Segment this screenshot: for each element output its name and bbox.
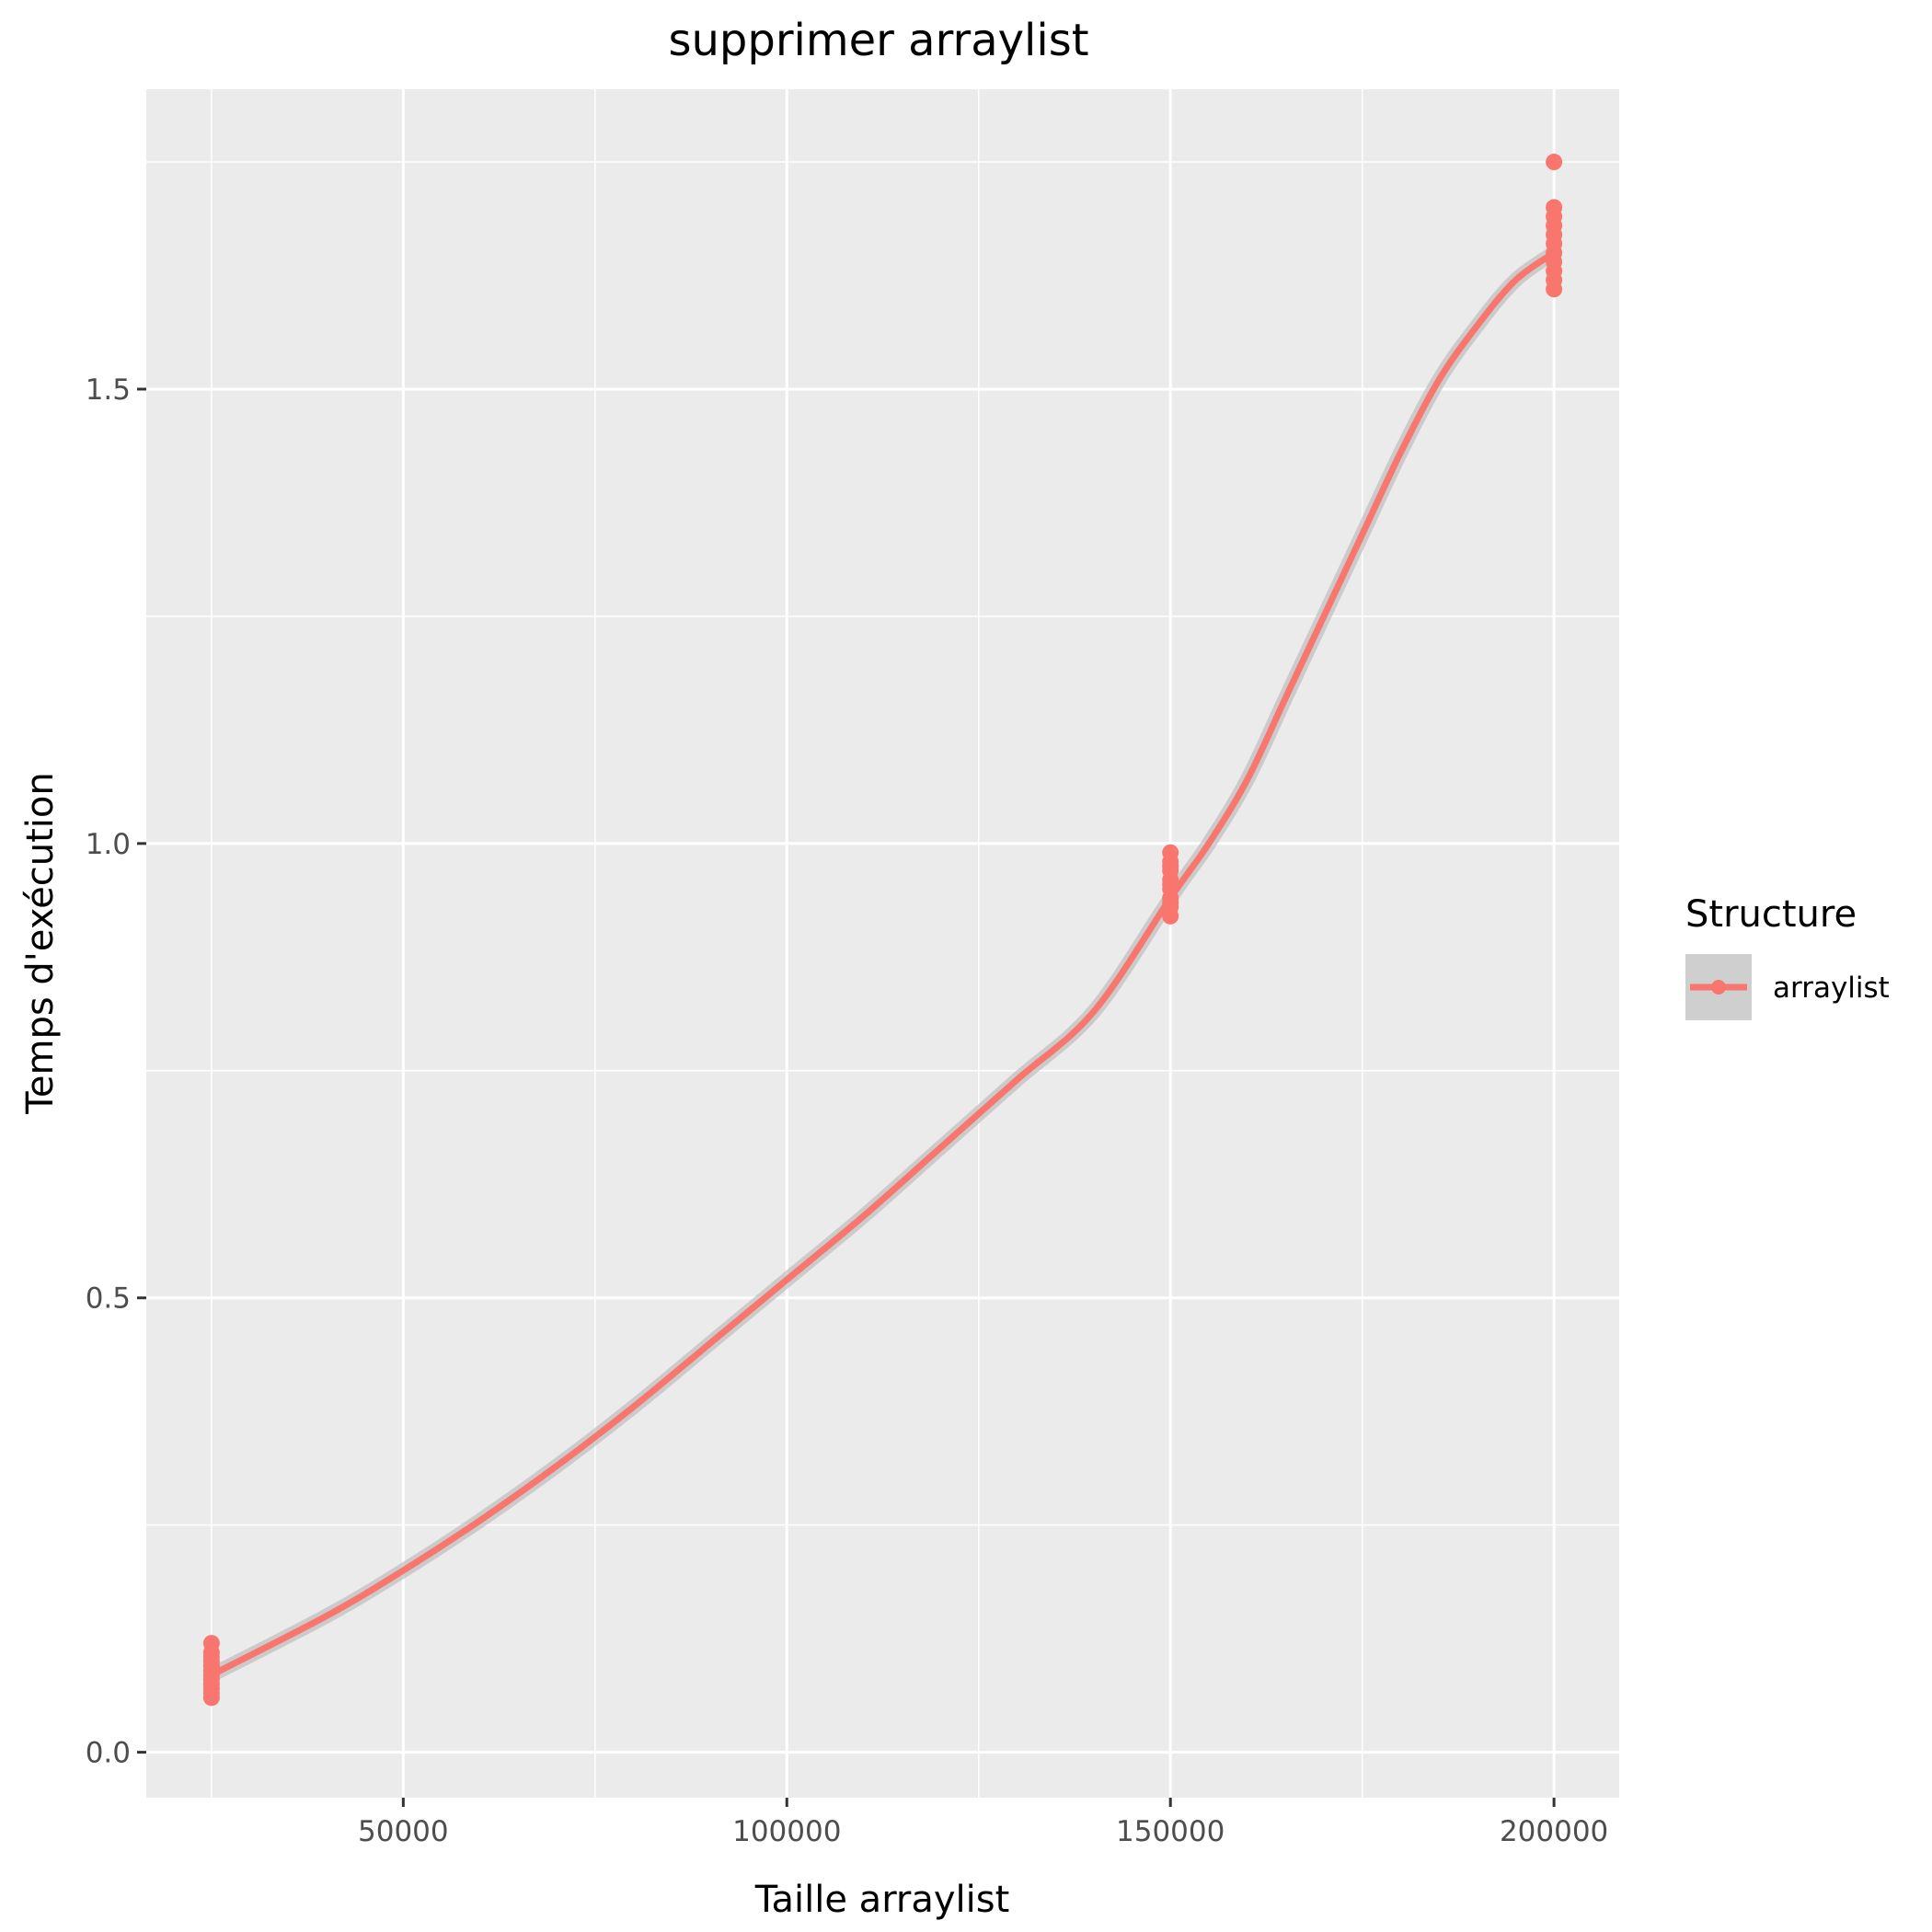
x-tick-label-0: 50000 <box>358 1815 449 1848</box>
plot-panel <box>146 89 1619 1798</box>
grid-major-lines <box>146 89 1619 1798</box>
y-tick-label-1: 0.5 <box>86 1282 131 1316</box>
smooth-line-layer <box>208 249 1558 1679</box>
legend: Structure arraylist <box>1685 893 1890 1020</box>
y-tick-label-2: 1.0 <box>86 828 131 861</box>
data-point-11 <box>202 1635 220 1652</box>
x-tick-label-3: 200000 <box>1500 1815 1608 1848</box>
y-axis-title: Temps d'exécution <box>19 772 62 1114</box>
x-tick-label-2: 150000 <box>1116 1815 1225 1848</box>
legend-key-point <box>1711 980 1726 995</box>
data-point-22 <box>1162 844 1179 861</box>
x-axis-ticks: 50000 100000 150000 200000 <box>358 1798 1608 1848</box>
y-tick-label-0: 0.0 <box>86 1737 131 1770</box>
legend-title: Structure <box>1685 893 1857 936</box>
legend-label-arraylist: arraylist <box>1773 972 1890 1005</box>
chart-title: supprimer arraylist <box>668 15 1088 66</box>
x-tick-label-1: 100000 <box>732 1815 841 1848</box>
x-axis-title: Taille arraylist <box>754 1879 1010 1921</box>
data-point-32 <box>1546 199 1563 216</box>
y-axis-ticks: 0.0 0.5 1.0 1.5 <box>86 374 146 1770</box>
data-point-33 <box>1546 154 1563 171</box>
data-points-layer <box>202 154 1563 1707</box>
grid-minor-lines <box>146 89 1619 1798</box>
y-tick-label-3: 1.5 <box>86 374 131 407</box>
smooth-line-arraylist <box>208 249 1558 1679</box>
